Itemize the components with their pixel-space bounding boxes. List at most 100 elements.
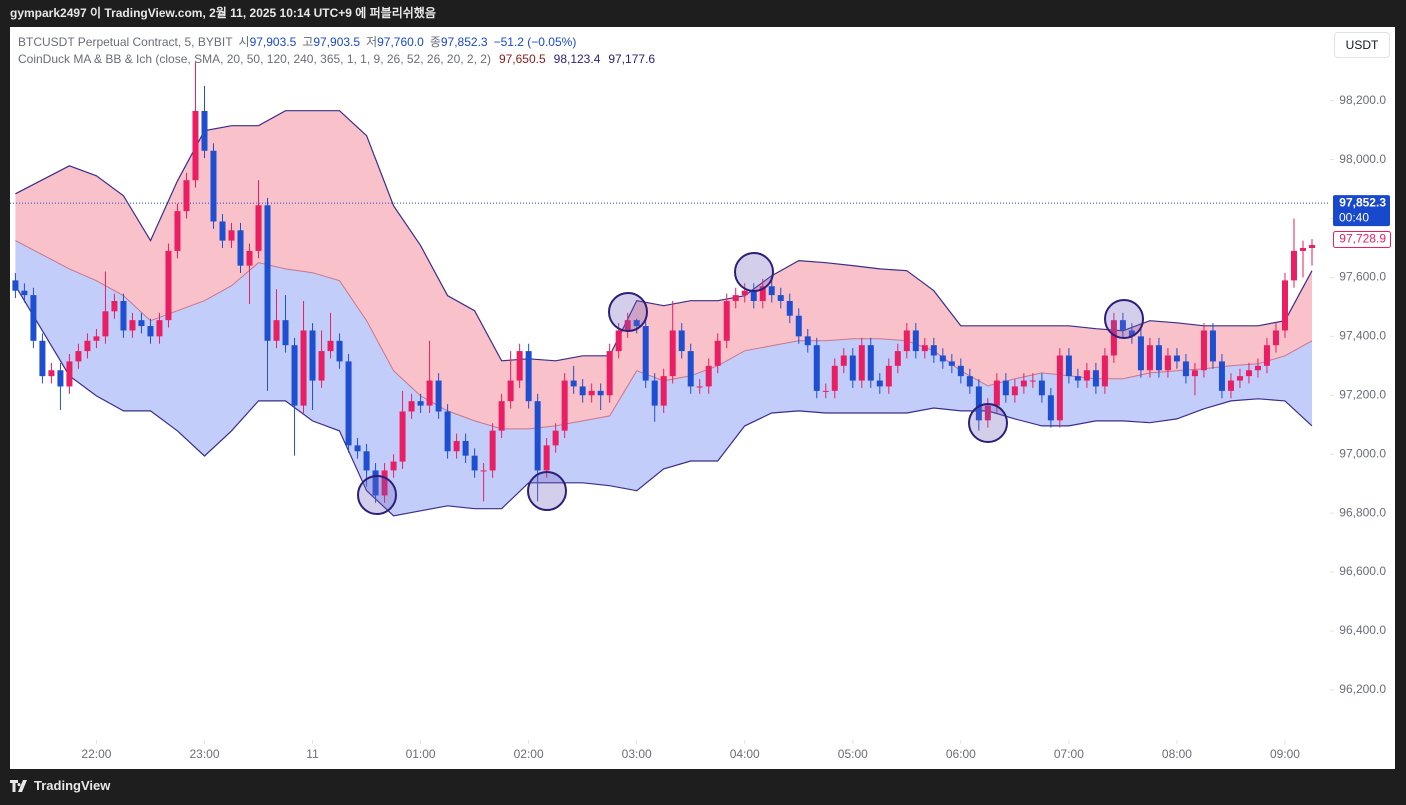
legend-line: CoinDuck MA & BB & Ich (close, SMA, 20, …	[18, 51, 655, 68]
candle-body	[318, 351, 325, 381]
candle-body	[957, 365, 964, 377]
candle-body	[156, 320, 163, 337]
candle-body	[147, 326, 154, 337]
legend-line: BTCUSDT Perpetual Contract, 5, BYBIT 시97,…	[18, 34, 655, 51]
x-tick-label: 23:00	[189, 747, 219, 761]
brand: TradingView	[34, 778, 111, 793]
x-tick-label: 11	[306, 747, 319, 761]
candle-body	[840, 355, 847, 366]
indicator-value: 98,123.4	[553, 52, 601, 66]
highlight-circle	[968, 403, 1008, 443]
candle-body	[813, 345, 820, 391]
candle-body	[750, 290, 757, 302]
candle-body	[453, 440, 460, 452]
candle-body	[192, 110, 199, 181]
candle-body	[759, 286, 766, 302]
candle-body	[237, 230, 244, 266]
candle-body	[354, 445, 361, 452]
candle-body	[876, 380, 883, 387]
candle-body	[75, 351, 82, 362]
candle-body	[1209, 330, 1216, 362]
candle-body	[1119, 320, 1126, 331]
candle-body	[219, 221, 226, 241]
y-tick-label: 97,600.0	[1339, 270, 1386, 284]
annotations	[357, 252, 1144, 515]
last-price-label: 97,852.3	[1339, 195, 1386, 209]
candle-body	[282, 320, 289, 346]
candle-body	[948, 361, 955, 366]
candle-body	[732, 295, 739, 302]
candle-body	[345, 361, 352, 446]
candle-body	[300, 330, 307, 406]
candle-body	[228, 230, 235, 241]
last-price-box	[1333, 195, 1390, 227]
candle-body	[1038, 380, 1045, 396]
y-tick-label: 97,400.0	[1339, 329, 1386, 343]
candle-body	[795, 315, 802, 337]
candle-body	[489, 430, 496, 471]
change: −51.2 (−0.05%)	[493, 35, 577, 49]
candle-body	[606, 351, 613, 396]
candle-body	[1029, 380, 1036, 382]
ohlc-key: 저	[366, 35, 378, 49]
publish-caption: gympark2497 이 TradingView.com, 2월 11, 20…	[10, 6, 436, 20]
candle-body	[399, 411, 406, 462]
ohlc-key: 종	[429, 35, 441, 49]
y-tick-label: 97,000.0	[1339, 446, 1386, 460]
x-tick-label: 22:00	[81, 747, 111, 761]
x-tick-label: 05:00	[838, 747, 868, 761]
candle-body	[84, 340, 91, 352]
candle-body	[1227, 380, 1234, 391]
candle-body	[1308, 245, 1315, 248]
upper-band-fill	[15, 110, 1312, 429]
candle-body	[21, 290, 28, 296]
candle-body	[849, 355, 856, 381]
candle-body	[1074, 376, 1081, 381]
y-tick-label: 98,000.0	[1339, 152, 1386, 166]
candle-body	[822, 390, 829, 392]
candle-body	[624, 320, 631, 331]
candle-body	[984, 405, 991, 421]
candle-body	[768, 286, 775, 296]
currency-button[interactable]: USDT	[1334, 32, 1390, 58]
candle-body	[885, 365, 892, 387]
candle-body	[894, 351, 901, 366]
candle-body	[1065, 355, 1072, 377]
x-tick-label: 07:00	[1054, 747, 1084, 761]
lower-band-line	[14, 285, 1313, 517]
candle-body	[777, 295, 784, 302]
candle-body	[1092, 370, 1099, 387]
candle-body	[525, 351, 532, 402]
candle-body	[1155, 345, 1162, 371]
candle-body	[561, 380, 568, 431]
candle-body	[1146, 345, 1153, 371]
candle-body	[57, 370, 64, 387]
candle-body	[273, 320, 280, 341]
candle-body	[1020, 380, 1027, 387]
y-tick-label: 96,600.0	[1339, 564, 1386, 578]
candle-body	[642, 326, 649, 381]
candle-body	[921, 345, 928, 352]
candle-body	[714, 340, 721, 366]
candle-body	[858, 345, 865, 381]
x-tick-label: 06:00	[946, 747, 976, 761]
indicator: CoinDuck MA & BB & Ich (close, SMA, 20, …	[18, 52, 491, 66]
y-tick-label: 98,200.0	[1339, 93, 1386, 107]
footer: TradingView	[10, 778, 110, 793]
candle-body	[615, 330, 622, 352]
candle-body	[1101, 355, 1108, 387]
candle-body	[372, 470, 379, 496]
candle-body	[408, 401, 415, 412]
candle-body	[975, 386, 982, 421]
candle-body	[534, 401, 541, 471]
candle-body	[912, 330, 919, 352]
candle-body	[1137, 336, 1144, 371]
candle-body	[723, 301, 730, 341]
countdown-label: 00:40	[1339, 210, 1369, 224]
candle-body	[1083, 370, 1090, 381]
candle-body	[480, 470, 487, 472]
ohlc-value: 97,852.3	[440, 35, 488, 49]
candle-body	[867, 345, 874, 381]
indicator-value: 97,650.5	[498, 52, 546, 66]
candle-body	[93, 336, 100, 341]
